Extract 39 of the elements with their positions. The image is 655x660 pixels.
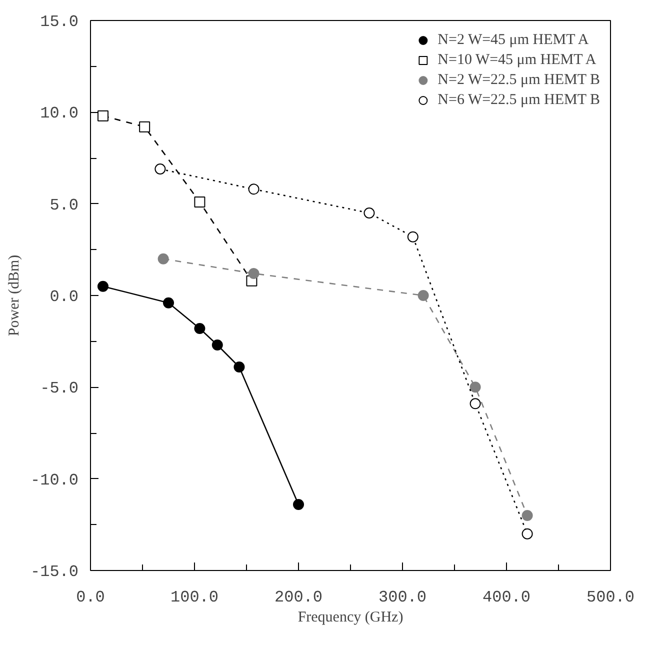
point xyxy=(364,208,375,218)
y-tick-label: -5.0 xyxy=(40,380,78,398)
point xyxy=(194,196,206,208)
point xyxy=(418,290,429,301)
legend-label: N=2 W=22.5 μm HEMT B xyxy=(438,72,600,88)
legend-label: N=2 W=45 μm HEMT A xyxy=(438,32,589,48)
point xyxy=(293,499,304,510)
y-axis-title: Power (dBm) xyxy=(6,254,22,336)
point xyxy=(470,398,481,410)
point xyxy=(158,253,169,264)
y-tick-label: -10.0 xyxy=(30,471,79,490)
x-tick-label: 0.0 xyxy=(76,588,105,606)
point xyxy=(407,231,418,242)
point xyxy=(522,510,533,521)
legend-label: N=10 W=45 μm HEMT A xyxy=(438,52,596,68)
point xyxy=(248,184,260,195)
y-tick-label: 0.0 xyxy=(50,288,79,306)
point xyxy=(470,382,481,393)
x-axis-title: Frequency (GHz) xyxy=(298,610,404,626)
y-tick-label: 10.0 xyxy=(40,104,78,123)
point xyxy=(97,280,108,292)
y-tick-label: 15.0 xyxy=(40,13,78,31)
point xyxy=(234,362,245,372)
point xyxy=(163,297,174,308)
x-tick-label: 100.0 xyxy=(170,588,219,606)
x-tick-label: 400.0 xyxy=(482,588,531,606)
legend-label: N=6 W=22.5 μm HEMT B xyxy=(438,92,600,108)
point xyxy=(154,164,166,174)
x-tick-label: 300.0 xyxy=(378,588,427,606)
point xyxy=(522,528,533,540)
x-tick-label: 200.0 xyxy=(274,588,323,606)
x-tick-label: 500.0 xyxy=(586,588,635,606)
point xyxy=(97,110,108,122)
point xyxy=(194,323,206,334)
point xyxy=(248,268,260,279)
point xyxy=(212,340,223,350)
y-tick-label: -15.0 xyxy=(30,563,79,581)
y-tick-label: 5.0 xyxy=(50,196,79,214)
point xyxy=(139,121,150,132)
